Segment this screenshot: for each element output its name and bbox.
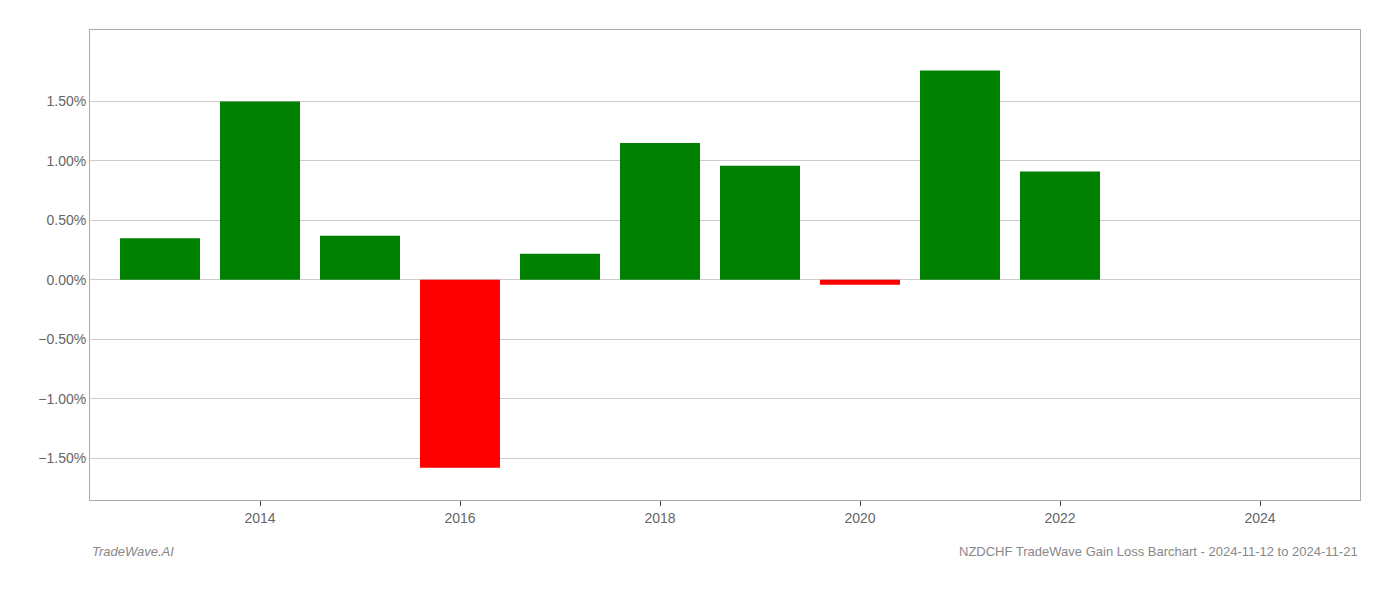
svg-text:2024: 2024 <box>1244 510 1275 526</box>
svg-text:TradeWave.AI: TradeWave.AI <box>92 544 174 559</box>
svg-text:NZDCHF TradeWave Gain Loss Bar: NZDCHF TradeWave Gain Loss Barchart - 20… <box>959 544 1358 559</box>
svg-text:2018: 2018 <box>644 510 675 526</box>
svg-text:−0.50%: −0.50% <box>38 331 86 347</box>
svg-text:1.00%: 1.00% <box>46 153 86 169</box>
svg-text:0.50%: 0.50% <box>46 212 86 228</box>
svg-text:1.50%: 1.50% <box>46 93 86 109</box>
svg-text:2016: 2016 <box>444 510 475 526</box>
svg-text:−1.50%: −1.50% <box>38 450 86 466</box>
svg-text:2014: 2014 <box>244 510 275 526</box>
svg-text:2020: 2020 <box>844 510 875 526</box>
svg-text:0.00%: 0.00% <box>46 272 86 288</box>
svg-text:2022: 2022 <box>1044 510 1075 526</box>
svg-text:−1.00%: −1.00% <box>38 391 86 407</box>
